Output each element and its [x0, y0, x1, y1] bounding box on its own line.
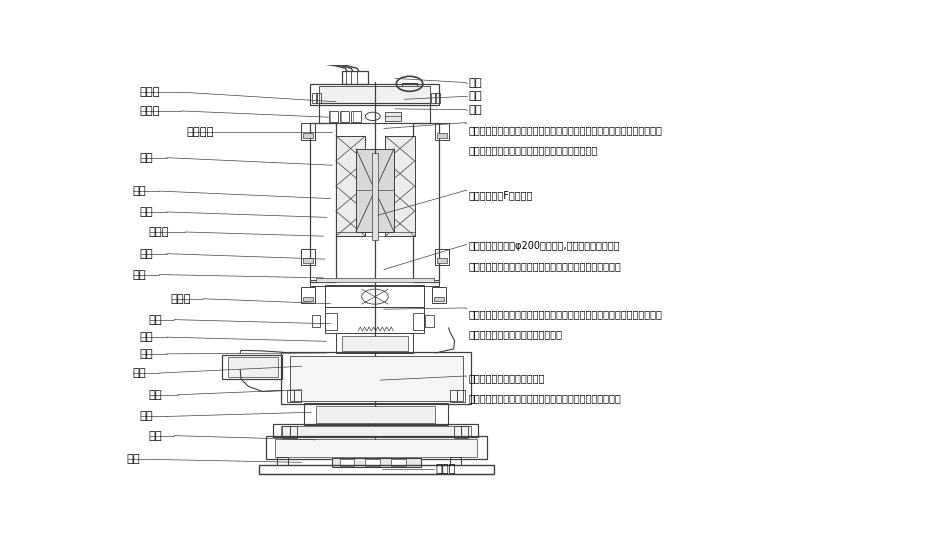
- Bar: [356, 149, 394, 232]
- Bar: [281, 425, 470, 436]
- Text: 吊钩: 吊钩: [468, 92, 483, 101]
- Text: 定子: 定子: [140, 207, 153, 217]
- Bar: [386, 136, 415, 236]
- Text: 叶轮: 叶轮: [140, 411, 153, 422]
- Bar: [336, 136, 366, 236]
- Text: 电机盖: 电机盖: [140, 87, 160, 97]
- Bar: [325, 286, 425, 307]
- Text: 泵轴: 泵轴: [140, 153, 153, 163]
- Bar: [310, 280, 439, 286]
- Bar: [391, 460, 406, 466]
- Bar: [281, 352, 470, 404]
- Text: 外循环冷却系统，能保证水泵在水池的最低水位正常运转。: 外循环冷却系统，能保证水泵在水池的最低水位正常运转。: [468, 261, 621, 271]
- Bar: [366, 460, 380, 466]
- Bar: [431, 93, 436, 104]
- Bar: [336, 333, 413, 353]
- Text: 根据使用场合口径φ200以上的泵,可根据用户需要采用: 根据使用场合口径φ200以上的泵,可根据用户需要采用: [468, 241, 620, 251]
- Bar: [432, 287, 446, 303]
- Text: 根据客户要求可配全自动安全保护控制柜的泵接线腔内设有漏水检测探头，: 根据客户要求可配全自动安全保护控制柜的泵接线腔内设有漏水检测探头，: [468, 126, 662, 136]
- Text: 电机壳: 电机壳: [148, 227, 169, 237]
- Text: 接线端盖: 接线端盖: [186, 127, 214, 137]
- Text: 螺钉: 螺钉: [132, 368, 145, 378]
- Bar: [303, 296, 314, 301]
- Text: 油箱: 油箱: [132, 269, 145, 280]
- Bar: [454, 427, 461, 438]
- Bar: [294, 390, 301, 402]
- Bar: [435, 93, 441, 104]
- Text: 密封件: 密封件: [170, 294, 191, 304]
- Text: 轴承: 轴承: [140, 249, 153, 259]
- Text: 出现漏水时，探头发出信号，控制系统对泵保护。: 出现漏水时，探头发出信号，控制系统对泵保护。: [468, 146, 598, 156]
- Bar: [316, 406, 435, 423]
- Bar: [312, 315, 320, 327]
- Text: 搅匀盘: 搅匀盘: [435, 464, 456, 474]
- Text: 垫片: 垫片: [140, 349, 153, 359]
- Bar: [258, 465, 494, 474]
- Bar: [319, 86, 430, 102]
- Text: 封圈: 封圈: [148, 314, 162, 325]
- Bar: [316, 278, 434, 282]
- Bar: [304, 403, 447, 425]
- Text: 电缆: 电缆: [468, 78, 483, 88]
- Bar: [301, 124, 314, 140]
- Bar: [342, 336, 408, 351]
- Bar: [290, 356, 463, 401]
- Bar: [386, 112, 402, 120]
- Bar: [287, 390, 294, 402]
- Bar: [342, 72, 368, 84]
- Bar: [372, 153, 378, 240]
- Bar: [435, 249, 448, 266]
- Text: 独特的叶轮，具有很大的流量，能够通过大的物体及纤维。: 独特的叶轮，具有很大的流量，能够通过大的物体及纤维。: [468, 393, 621, 403]
- Text: 泵体: 泵体: [148, 390, 162, 400]
- Bar: [340, 111, 350, 122]
- Bar: [450, 457, 461, 465]
- Text: 转子: 转子: [132, 186, 145, 196]
- Bar: [301, 287, 314, 303]
- Bar: [340, 460, 354, 466]
- Text: 护套: 护套: [468, 105, 483, 115]
- Bar: [303, 259, 314, 263]
- Bar: [325, 307, 425, 333]
- Bar: [413, 124, 439, 282]
- Text: 接线板: 接线板: [140, 106, 160, 116]
- Text: 发出信号由控制系统对泵实施保护。: 发出信号由控制系统对泵实施保护。: [468, 329, 562, 339]
- Bar: [325, 313, 336, 330]
- Bar: [303, 133, 314, 138]
- Bar: [336, 232, 415, 236]
- Bar: [412, 313, 425, 330]
- Text: 油室根据客户要求可装有漏水检测探头，当机械密封损坏水进入油室，探头: 油室根据客户要求可装有漏水检测探头，当机械密封损坏水进入油室，探头: [468, 309, 662, 319]
- Bar: [402, 82, 417, 90]
- Bar: [266, 436, 486, 460]
- Bar: [434, 296, 445, 301]
- Bar: [221, 354, 282, 379]
- Text: 压盖: 压盖: [140, 332, 153, 342]
- Bar: [282, 427, 290, 438]
- Bar: [277, 457, 288, 465]
- Bar: [228, 357, 277, 377]
- Bar: [437, 133, 447, 138]
- Text: 底座: 底座: [126, 454, 140, 464]
- Bar: [310, 124, 336, 282]
- Bar: [450, 390, 458, 402]
- Text: 封圈: 封圈: [148, 431, 162, 441]
- Text: 机械密封保证水泵可靠运行。: 机械密封保证水泵可靠运行。: [468, 373, 545, 383]
- Bar: [329, 111, 338, 122]
- Bar: [461, 427, 468, 438]
- Bar: [425, 315, 434, 327]
- Bar: [352, 111, 361, 122]
- Bar: [437, 259, 447, 263]
- Bar: [435, 124, 448, 140]
- Bar: [274, 424, 478, 437]
- Bar: [316, 93, 321, 104]
- Bar: [301, 249, 314, 266]
- Bar: [312, 93, 316, 104]
- Bar: [290, 427, 297, 438]
- Bar: [310, 84, 439, 105]
- Bar: [332, 458, 421, 467]
- Bar: [275, 439, 477, 457]
- Bar: [458, 390, 465, 402]
- Text: 电机定子采用F级绝缘。: 电机定子采用F级绝缘。: [468, 190, 533, 200]
- Bar: [319, 104, 430, 124]
